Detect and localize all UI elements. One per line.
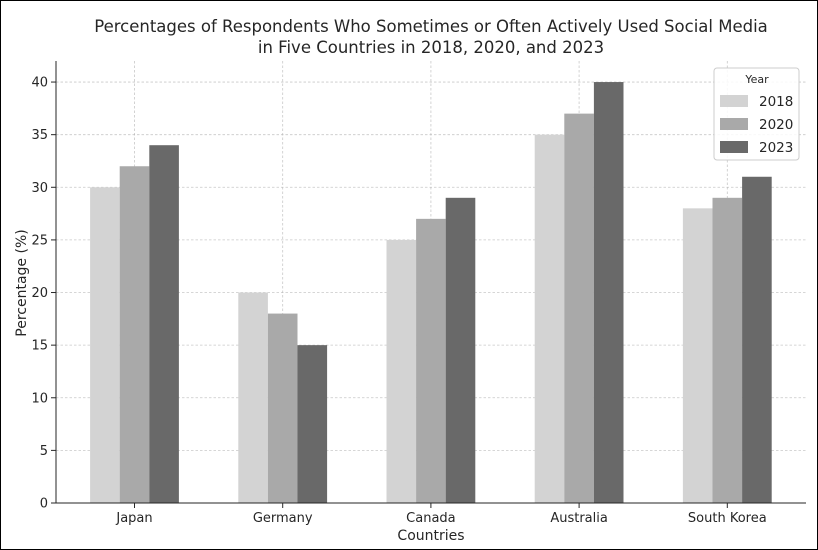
y-tick-label: 15 [31,339,48,354]
bar-australia-2023 [593,82,624,504]
bar-germany-2020 [267,313,298,503]
y-tick-label: 5 [40,444,48,459]
legend-swatch-2023 [720,141,748,153]
y-tick-label: 10 [31,391,48,406]
bar-south-korea-2020 [712,197,743,504]
bar-australia-2018 [534,134,565,503]
legend-items: 2018 2020 2023 [720,94,793,156]
y-tick-label: 40 [31,76,48,91]
bar-south-korea-2018 [682,208,713,504]
y-tick-label: 30 [31,181,48,196]
x-axis-ticks: Japan Germany Canada Australia South Korea [115,503,767,526]
bar-japan-2020 [119,166,150,503]
legend: Year 2018 2020 2023 [713,67,800,161]
x-tick-label: South Korea [688,511,767,526]
bar-japan-2018 [90,187,120,504]
chart-title-line-2: in Five Countries in 2018, 2020, and 202… [258,38,604,57]
bar-canada-2020 [416,218,446,503]
legend-label-2020: 2020 [759,117,793,133]
y-tick-label: 35 [31,128,48,143]
y-tick-label: 25 [31,233,48,248]
bar-south-korea-2023 [742,176,772,503]
y-axis-ticks: 0 5 10 15 20 25 30 35 40 [31,76,56,512]
legend-box [713,67,800,161]
x-tick-label: Canada [406,511,455,526]
legend-label-2023: 2023 [759,140,793,156]
chart-title: Percentages of Respondents Who Sometimes… [94,17,768,57]
legend-swatch-2018 [720,95,748,107]
x-tick-label: Japan [115,511,152,526]
x-tick-label: Australia [550,511,608,526]
y-tick-label: 20 [31,286,48,301]
legend-swatch-2020 [720,118,748,130]
bar-canada-2018 [386,239,417,503]
legend-label-2018: 2018 [759,94,793,110]
bar-canada-2023 [445,197,476,504]
x-axis-label: Countries [397,528,464,544]
legend-title: Year [744,73,769,86]
bar-germany-2018 [238,292,268,503]
bar-australia-2020 [564,113,594,503]
bars [90,82,772,504]
y-tick-label: 0 [40,497,48,512]
chart-title-line-1: Percentages of Respondents Who Sometimes… [94,17,768,36]
bar-japan-2023 [149,145,179,503]
bar-germany-2023 [297,345,328,503]
y-axis-label: Percentage (%) [14,229,30,336]
x-tick-label: Germany [253,511,313,526]
